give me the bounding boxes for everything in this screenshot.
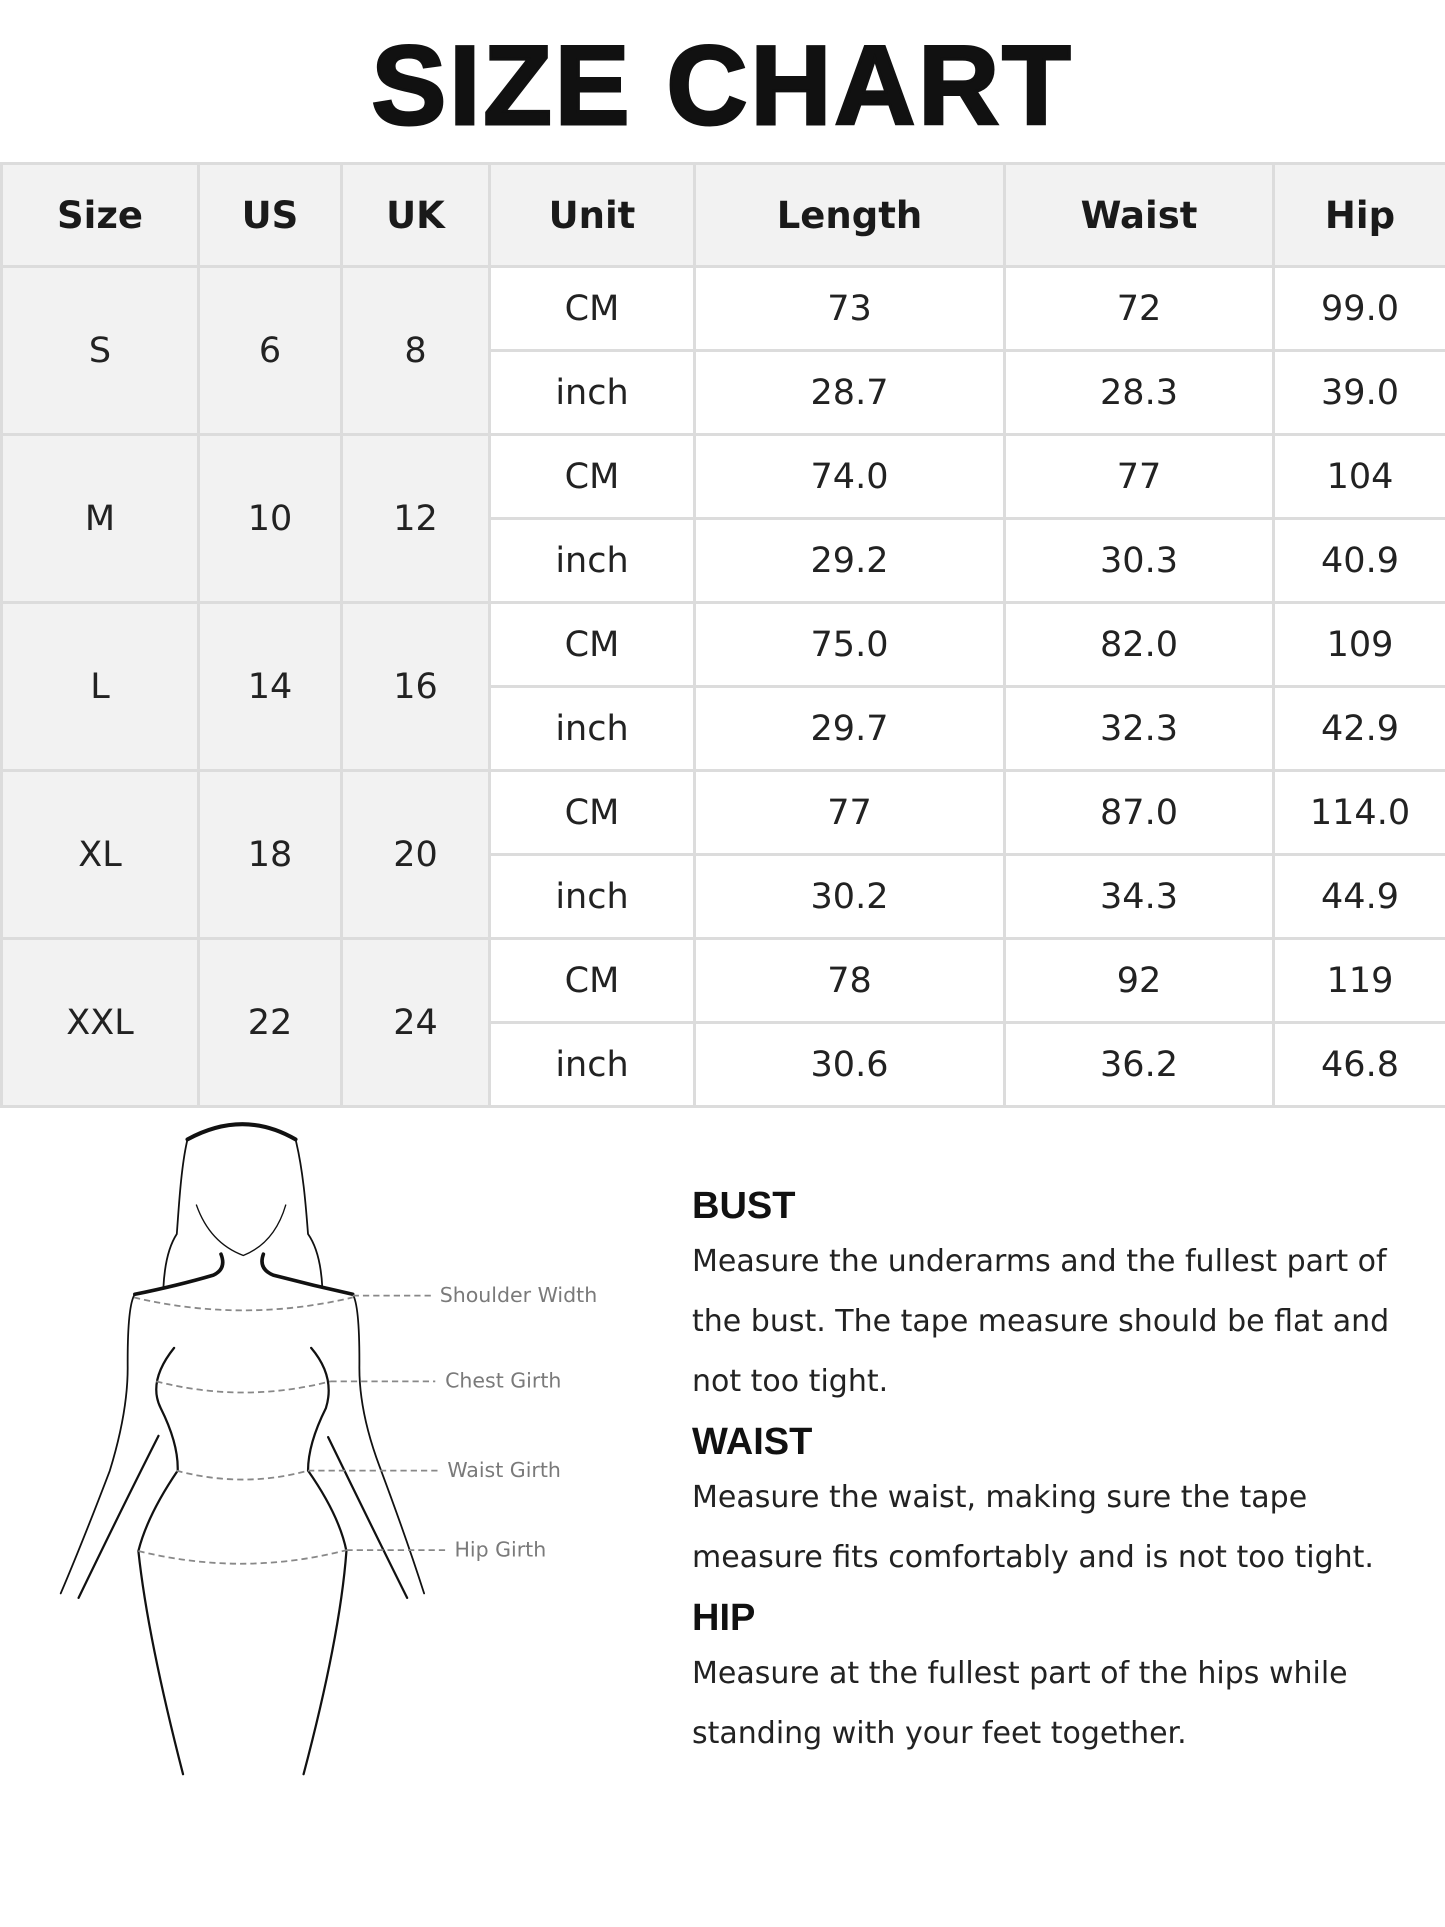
table-row: L 14 16 CM 75.0 82.0 109 [0, 601, 1445, 772]
unit-cell: inch [488, 685, 696, 772]
waist-line [176, 1469, 309, 1481]
header-uk: UK [340, 162, 491, 268]
waist-cell: 87.0 [1003, 769, 1275, 856]
body-outline [59, 1122, 426, 1776]
unit-cell: CM [488, 601, 696, 688]
hip-cell: 104 [1272, 433, 1445, 520]
hip-cell: 44.9 [1272, 853, 1445, 940]
table-row: inch 30.2 34.3 44.9 [2, 853, 1445, 940]
body-measurement-figure: Shoulder Width Chest Girth Waist Girth H… [59, 1122, 597, 1776]
header-unit: Unit [488, 162, 696, 268]
size-cell: M [0, 433, 200, 604]
waist-cell: 36.2 [1003, 1021, 1275, 1108]
table-row: inch 30.6 36.2 46.8 [2, 1021, 1445, 1108]
bust-heading: BUST [692, 1185, 796, 1227]
table-header-row: Size US UK Unit Length Waist Hip [0, 162, 1445, 268]
waist-heading: WAIST [692, 1421, 813, 1463]
length-cell: 75.0 [693, 601, 1006, 688]
header-waist: Waist [1003, 162, 1275, 268]
size-chart-table: Size US UK Unit Length Waist Hip S 6 8 CM 73… [0, 162, 1445, 1108]
chest-girth-label: Chest Girth [445, 1369, 561, 1393]
table-row: S 6 8 CM 73 72 99.0 [0, 265, 1445, 436]
uk-size-cell: 12 [340, 433, 491, 604]
length-cell: 77 [693, 769, 1006, 856]
hip-cell: 40.9 [1272, 517, 1445, 604]
hip-line [138, 1549, 347, 1565]
size-cell: L [0, 601, 200, 772]
length-cell: 28.7 [693, 349, 1006, 436]
header-hip: Hip [1272, 162, 1445, 268]
waist-cell: 92 [1003, 937, 1275, 1024]
length-cell: 73 [693, 265, 1006, 352]
waist-cell: 34.3 [1003, 853, 1275, 940]
hip-heading: HIP [692, 1597, 756, 1639]
hip-girth-label: Hip Girth [454, 1537, 546, 1561]
unit-cell: inch [488, 1021, 696, 1108]
measurement-guide: BUST Measure the underarms and the fulle… [692, 1180, 1412, 1768]
table-row: inch 28.7 28.3 39.0 [2, 349, 1445, 436]
table-row: M 10 12 CM 74.0 77 104 [0, 433, 1445, 604]
hip-cell: 109 [1272, 601, 1445, 688]
uk-size-cell: 16 [340, 601, 491, 772]
us-size-cell: 18 [197, 769, 343, 940]
unit-cell: inch [488, 349, 696, 436]
header-length: Length [693, 162, 1006, 268]
table-row: inch 29.7 32.3 42.9 [2, 685, 1445, 772]
waist-cell: 77 [1003, 433, 1275, 520]
table-row: inch 29.2 30.3 40.9 [2, 517, 1445, 604]
us-size-cell: 22 [197, 937, 343, 1108]
length-cell: 30.2 [693, 853, 1006, 940]
uk-size-cell: 20 [340, 769, 491, 940]
waist-cell: 28.3 [1003, 349, 1275, 436]
waist-cell: 72 [1003, 265, 1275, 352]
length-cell: 29.7 [693, 685, 1006, 772]
length-cell: 78 [693, 937, 1006, 1024]
waist-cell: 30.3 [1003, 517, 1275, 604]
length-cell: 30.6 [693, 1021, 1006, 1108]
shoulder-width-label: Shoulder Width [440, 1283, 597, 1307]
hip-cell: 119 [1272, 937, 1445, 1024]
waist-girth-label: Waist Girth [447, 1458, 561, 1482]
table-row: XL 18 20 CM 77 87.0 114.0 [0, 769, 1445, 940]
size-cell: S [0, 265, 200, 436]
header-us: US [197, 162, 343, 268]
size-cell: XL [0, 769, 200, 940]
us-size-cell: 10 [197, 433, 343, 604]
table-row: XXL 22 24 CM 78 92 119 [0, 937, 1445, 1108]
unit-cell: inch [488, 517, 696, 604]
shoulder-line [133, 1296, 353, 1312]
waist-instructions: Measure the waist, making sure the tape … [692, 1480, 1374, 1575]
bust-instructions: Measure the underarms and the fullest pa… [692, 1244, 1390, 1399]
uk-size-cell: 8 [340, 265, 491, 436]
uk-size-cell: 24 [340, 937, 491, 1108]
length-cell: 74.0 [693, 433, 1006, 520]
hip-cell: 39.0 [1272, 349, 1445, 436]
unit-cell: inch [488, 853, 696, 940]
us-size-cell: 14 [197, 601, 343, 772]
size-cell: XXL [0, 937, 200, 1108]
unit-cell: CM [488, 937, 696, 1024]
length-cell: 29.2 [693, 517, 1006, 604]
waist-cell: 32.3 [1003, 685, 1275, 772]
us-size-cell: 6 [197, 265, 343, 436]
unit-cell: CM [488, 433, 696, 520]
hip-cell: 99.0 [1272, 265, 1445, 352]
hip-instructions: Measure at the fullest part of the hips … [692, 1656, 1348, 1751]
waist-cell: 82.0 [1003, 601, 1275, 688]
hip-cell: 46.8 [1272, 1021, 1445, 1108]
unit-cell: CM [488, 265, 696, 352]
hip-cell: 42.9 [1272, 685, 1445, 772]
page-title: SIZE CHART [370, 23, 1074, 148]
hip-cell: 114.0 [1272, 769, 1445, 856]
chest-line [156, 1380, 331, 1394]
measurement-lines [133, 1294, 447, 1565]
header-size: Size [0, 162, 200, 268]
unit-cell: CM [488, 769, 696, 856]
